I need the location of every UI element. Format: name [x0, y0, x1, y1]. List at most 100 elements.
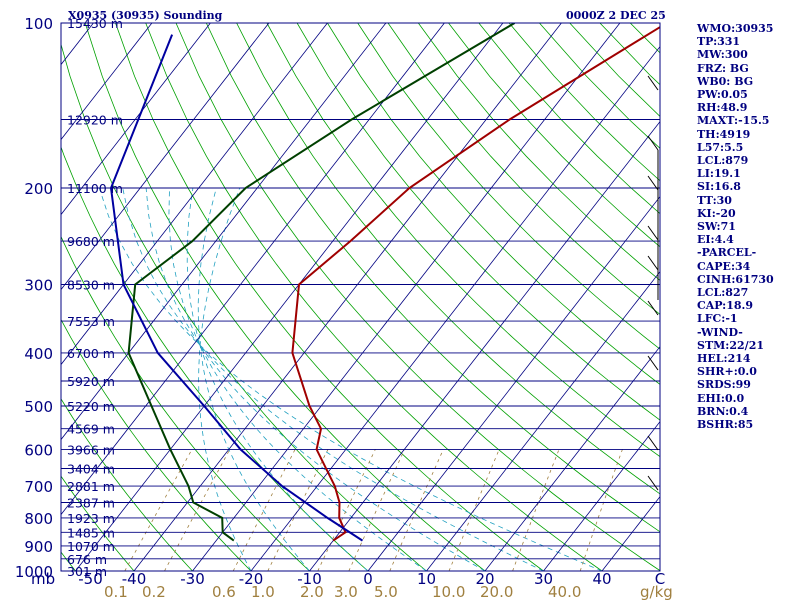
- mixing-ratio-tick-label: 10.0: [432, 583, 465, 600]
- wind-barb: [647, 225, 659, 241]
- height-label: 5920 m: [67, 374, 115, 389]
- index-item: TT:30: [697, 193, 732, 207]
- temperature-tick-label: 30: [534, 570, 553, 588]
- pressure-unit-label: mb: [31, 570, 55, 588]
- pressure-tick-label: 300: [24, 277, 53, 295]
- index-item: MW:300: [697, 48, 748, 62]
- isotherm: [192, 23, 621, 571]
- isotherm: [61, 23, 153, 141]
- moist-adiabat: [145, 187, 486, 571]
- mixing-ratio-tick-label: 0.2: [142, 583, 166, 600]
- isotherm: [543, 420, 660, 571]
- index-item: PW:0.05: [697, 88, 748, 102]
- wind-barb: [647, 75, 659, 91]
- temperature-line: [291, 25, 660, 542]
- mixing-ratio-tick-label: 20.0: [480, 583, 513, 600]
- sounding-title: X0935 (30935) Sounding: [68, 9, 223, 22]
- height-label: 1485 m: [67, 525, 115, 540]
- index-item: CINH:61730: [697, 272, 774, 286]
- mixing-ratio-tick-label: 2.0: [300, 583, 324, 600]
- pressure-tick-label: 400: [24, 345, 53, 363]
- index-item: SI:16.8: [697, 180, 741, 194]
- index-item: EI:4.4: [697, 233, 734, 247]
- parcel-line: [109, 34, 364, 542]
- index-item: BSHR:85: [697, 418, 754, 432]
- isotherm: [426, 270, 660, 571]
- temperature-tick-label: -20: [239, 570, 264, 588]
- index-item: TP:331: [697, 35, 741, 49]
- isotherm: [61, 23, 387, 441]
- mixing-ratio-tick-label: 40.0: [548, 583, 581, 600]
- mixing-ratio-line: [267, 449, 329, 571]
- pressure-tick-label: 200: [24, 180, 53, 198]
- mixing-ratio-tick-label: 5.0: [374, 583, 398, 600]
- index-item: HEL:214: [697, 352, 751, 366]
- index-item: WMO:30935: [697, 22, 774, 35]
- isotherm: [484, 345, 660, 571]
- wind-barb: [647, 435, 659, 451]
- plot-frame: [60, 22, 661, 572]
- height-label: 15430 m: [67, 16, 123, 31]
- moist-adiabat: [168, 187, 427, 571]
- index-item: KI:-20: [697, 206, 736, 220]
- height-label: 1923 m: [67, 511, 115, 526]
- temperature-tick-label: -40: [122, 570, 147, 588]
- isotherm: [367, 195, 660, 571]
- temperature-tick-label: -50: [78, 570, 103, 588]
- index-item: -PARCEL-: [697, 246, 757, 260]
- mixing-ratio-tick-label: 1.0: [251, 583, 275, 600]
- dewpoint-line: [127, 23, 516, 542]
- pressure-tick-label: 800: [24, 510, 53, 528]
- isotherm: [75, 23, 504, 571]
- height-label: 2387 m: [67, 496, 115, 511]
- height-label: 6700 m: [67, 346, 115, 361]
- pressure-tick-label: 1000: [15, 563, 53, 581]
- index-item: CAPE:34: [697, 259, 751, 273]
- index-item: LCL:879: [697, 154, 749, 168]
- index-item: CAP:18.9: [697, 299, 754, 313]
- index-item: L57:5.5: [697, 140, 744, 154]
- height-label: 7553 m: [67, 314, 115, 329]
- height-label: 11100 m: [67, 181, 123, 196]
- index-item: RH:48.9: [697, 101, 748, 115]
- height-label: 12920 m: [67, 113, 123, 128]
- isotherm: [61, 23, 328, 366]
- sounding-time: 0000Z 2 DEC 25: [566, 9, 666, 22]
- height-label: 4569 m: [67, 422, 115, 437]
- height-label: 301 m: [67, 564, 107, 579]
- height-label: 9680 m: [67, 234, 115, 249]
- isotherm: [61, 23, 445, 516]
- mixing-ratio-unit-label: g/kg: [640, 583, 673, 600]
- mixing-ratio-tick-label: 3.0: [334, 583, 358, 600]
- height-label: 3966 m: [67, 442, 115, 457]
- index-item: SRDS:99: [697, 378, 751, 392]
- index-item: WB0: BG: [697, 74, 754, 88]
- isotherm: [61, 23, 211, 216]
- wind-barb: [647, 355, 659, 371]
- height-label: 676 m: [67, 552, 107, 567]
- index-item: STM:22/21: [697, 338, 764, 352]
- wind-barb: [647, 175, 659, 191]
- index-item: LFC:-1: [697, 312, 738, 326]
- pressure-tick-label: 500: [24, 398, 53, 416]
- pressure-tick-label: 700: [24, 478, 53, 496]
- temperature-tick-label: 10: [417, 570, 436, 588]
- temperature-unit-label: C: [655, 570, 665, 588]
- mixing-ratio-tick-label: 0.6: [212, 583, 236, 600]
- isotherm: [61, 23, 270, 291]
- height-label: 8530 m: [67, 278, 115, 293]
- wind-barb: [647, 475, 659, 491]
- temperature-tick-label: 40: [592, 570, 611, 588]
- height-label: 3404 m: [67, 462, 115, 477]
- index-item: SHR+:0.0: [697, 365, 757, 379]
- index-item: MAXT:-15.5: [697, 114, 770, 128]
- height-label: 5220 m: [67, 399, 115, 414]
- pressure-tick-label: 100: [24, 15, 53, 33]
- index-item: BRN:0.4: [697, 404, 749, 418]
- temperature-tick-label: -30: [180, 570, 205, 588]
- pressure-tick-label: 900: [24, 538, 53, 556]
- wind-barb: [647, 300, 659, 316]
- temperature-tick-label: -10: [297, 570, 322, 588]
- index-item: FRZ: BG: [697, 61, 749, 75]
